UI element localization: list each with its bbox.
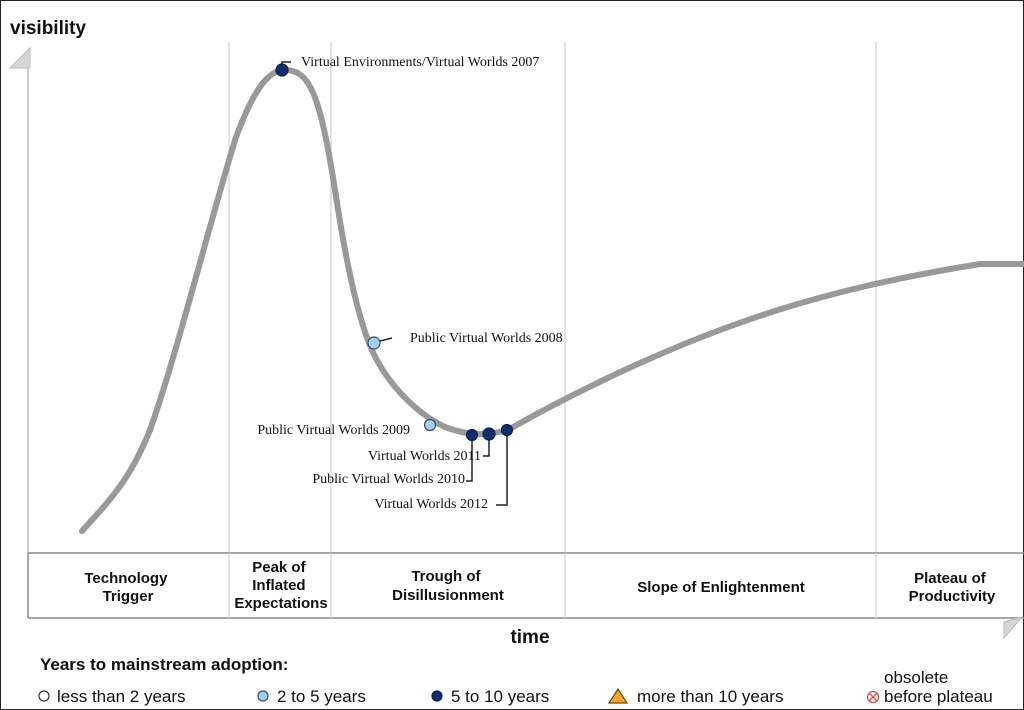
technology-markers: Virtual Environments/Virtual Worlds 2007…	[257, 55, 562, 512]
leader-line	[496, 432, 508, 506]
marker-public-virtual-worlds-2008	[367, 336, 381, 350]
y-axis-label: visibility	[10, 18, 86, 39]
phase-peak-of-inflated-expectations: Peak of Inflated Expectations	[234, 559, 327, 612]
legend-circle-light-blue-icon	[257, 690, 269, 702]
leader-line	[466, 435, 473, 482]
legend-item-more-than-10: more than 10 years	[637, 687, 783, 706]
legend-circle-dark-blue-icon	[431, 690, 443, 702]
phase-dividers	[228, 42, 877, 553]
legend-item-5-to-10: 5 to 10 years	[451, 687, 549, 706]
legend-item-less-than-2: less than 2 years	[57, 687, 186, 706]
label-virtual-worlds-2011: Virtual Worlds 2011	[368, 449, 481, 464]
phase-plateau-of-productivity: Plateau of Productivity	[909, 570, 996, 605]
phase-trough-of-disillusionment: Trough of Disillusionment	[392, 568, 504, 604]
phase-band: Technology Trigger Peak of Inflated Expe…	[27, 552, 1024, 619]
legend: Years to mainstream adoption: less than …	[38, 655, 993, 706]
marker-public-virtual-worlds-2010	[465, 428, 479, 442]
label-virtual-worlds-2012: Virtual Worlds 2012	[374, 497, 488, 512]
label-public-virtual-worlds-2009: Public Virtual Worlds 2009	[257, 423, 410, 438]
phase-technology-trigger: Technology Trigger	[84, 570, 171, 605]
x-axis-label: time	[510, 627, 549, 648]
marker-public-virtual-worlds-2009	[423, 418, 437, 432]
legend-title: Years to mainstream adoption:	[40, 655, 288, 674]
label-public-virtual-worlds-2008: Public Virtual Worlds 2008	[410, 331, 563, 346]
legend-circle-white-icon	[38, 690, 50, 702]
hype-curve	[79, 67, 1024, 534]
label-public-virtual-worlds-2010: Public Virtual Worlds 2010	[312, 472, 465, 487]
leader-line	[483, 435, 490, 457]
x-axis-arrow-icon	[1003, 616, 1024, 640]
marker-virtual-environments-2007	[275, 63, 289, 77]
legend-item-obsolete: obsolete before plateau	[884, 668, 993, 706]
marker-virtual-worlds-2012	[500, 423, 514, 437]
legend-item-2-to-5: 2 to 5 years	[277, 687, 366, 706]
legend-triangle-orange-icon	[607, 687, 629, 704]
y-axis-arrow-icon	[8, 46, 31, 69]
marker-virtual-worlds-2011	[482, 427, 496, 441]
phase-slope-of-enlightenment: Slope of Enlightenment	[637, 579, 805, 596]
label-virtual-environments-2007: Virtual Environments/Virtual Worlds 2007	[301, 55, 539, 70]
legend-obsolete-cross-stroke	[869, 693, 877, 701]
